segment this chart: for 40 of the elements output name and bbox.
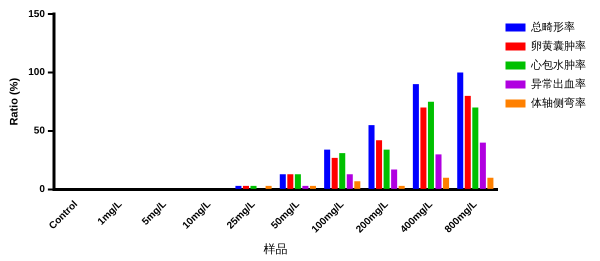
bar [310,186,316,189]
legend-label: 体轴侧弯率 [531,96,586,110]
bar [398,186,405,189]
bar [376,140,382,189]
x-axis-title: 样品 [264,242,288,256]
bar [339,153,346,189]
bar [324,150,330,189]
bar [368,125,375,189]
bar [250,186,257,189]
bar [242,186,249,189]
bar [412,84,419,189]
legend-label: 卵黄囊肿率 [531,40,586,53]
bar [302,186,308,189]
bar [435,154,442,189]
y-axis-title: Ratio (%) [8,78,21,126]
bar [480,142,486,189]
bar [384,150,390,189]
bar [294,174,301,189]
bar [472,108,478,189]
bar [346,174,353,189]
bar [391,170,398,189]
bar [287,174,294,189]
bar [487,178,494,189]
legend-label: 异常出血率 [531,78,586,91]
bar [354,181,360,189]
bar [420,108,426,189]
y-tick-label: 100 [28,67,46,78]
y-tick-label: 50 [34,126,46,137]
bar [443,178,450,189]
bar [464,96,471,189]
legend-label: 心包水肿率 [530,58,586,72]
bar [235,186,242,189]
bar [266,186,272,189]
bar [280,174,286,189]
bar [428,102,434,189]
y-tick-label: 150 [28,8,46,20]
legend-label: 总畸形率 [530,20,575,34]
bar [332,158,338,189]
y-tick-label: 0 [39,184,46,196]
bar [457,72,464,189]
